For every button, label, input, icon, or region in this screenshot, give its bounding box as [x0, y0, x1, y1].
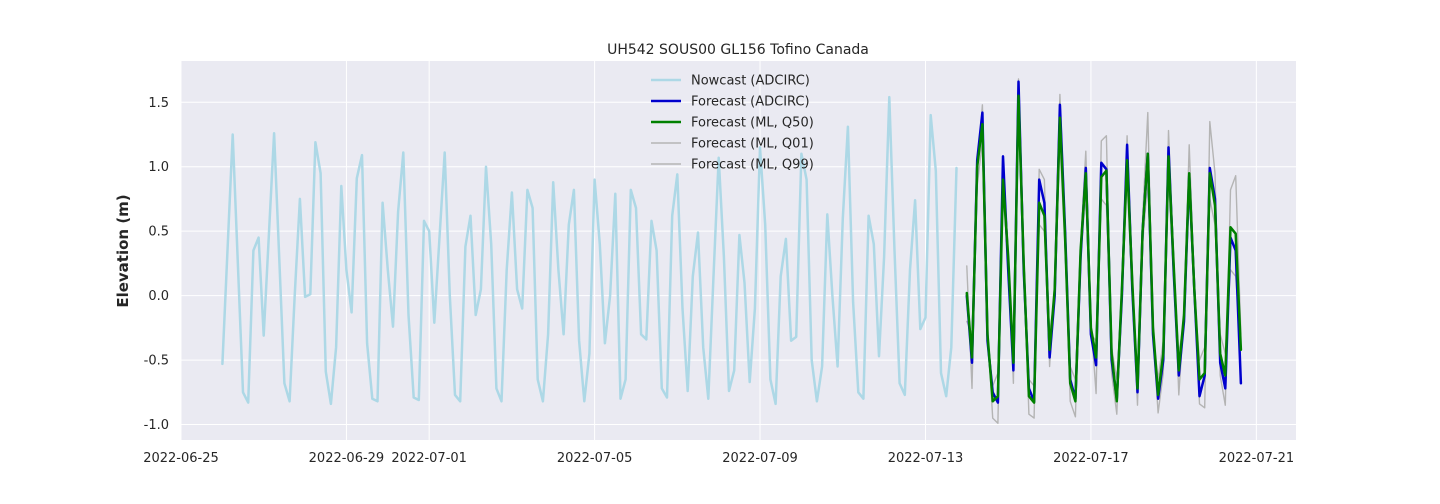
- legend-label: Forecast (ML, Q99): [691, 158, 814, 173]
- x-tick-label: 2022-07-05: [557, 451, 633, 466]
- y-tick-label: -1.0: [144, 418, 169, 433]
- x-tick-labels: 2022-06-25 2022-06-29 2022-07-01 2022-07-05…: [143, 451, 1294, 466]
- x-tick-label: 2022-07-09: [722, 451, 798, 466]
- y-tick-label: 1.0: [148, 160, 169, 175]
- x-tick-label: 2022-06-29: [309, 451, 385, 466]
- legend-label: Nowcast (ADCIRC): [691, 74, 810, 89]
- y-axis-label: Elevation (m): [114, 194, 132, 307]
- chart-title: UH542 SOUS00 GL156 Tofino Canada: [607, 42, 869, 58]
- x-tick-label: 2022-07-21: [1219, 451, 1295, 466]
- y-tick-label: -0.5: [144, 354, 169, 369]
- y-tick-label: 0.0: [148, 289, 169, 304]
- legend-label: Forecast (ADCIRC): [691, 95, 810, 110]
- legend-label: Forecast (ML, Q50): [691, 116, 814, 131]
- series-line-2: [965, 94, 1243, 404]
- y-tick-labels: -1.0 -0.5 0.0 0.5 1.0 1.5: [144, 96, 169, 433]
- y-tick-label: 1.5: [148, 96, 169, 111]
- x-tick-label: 2022-07-13: [888, 451, 964, 466]
- y-tick-label: 0.5: [148, 225, 169, 240]
- x-tick-label: 2022-07-17: [1053, 451, 1129, 466]
- x-tick-label: 2022-07-01: [391, 451, 467, 466]
- series-line-0: [221, 95, 958, 406]
- legend: Nowcast (ADCIRC) Forecast (ADCIRC) Forecas…: [651, 74, 814, 173]
- legend-label: Forecast (ML, Q01): [691, 137, 814, 152]
- x-tick-label: 2022-06-25: [143, 451, 219, 466]
- series-layer: [221, 78, 1243, 424]
